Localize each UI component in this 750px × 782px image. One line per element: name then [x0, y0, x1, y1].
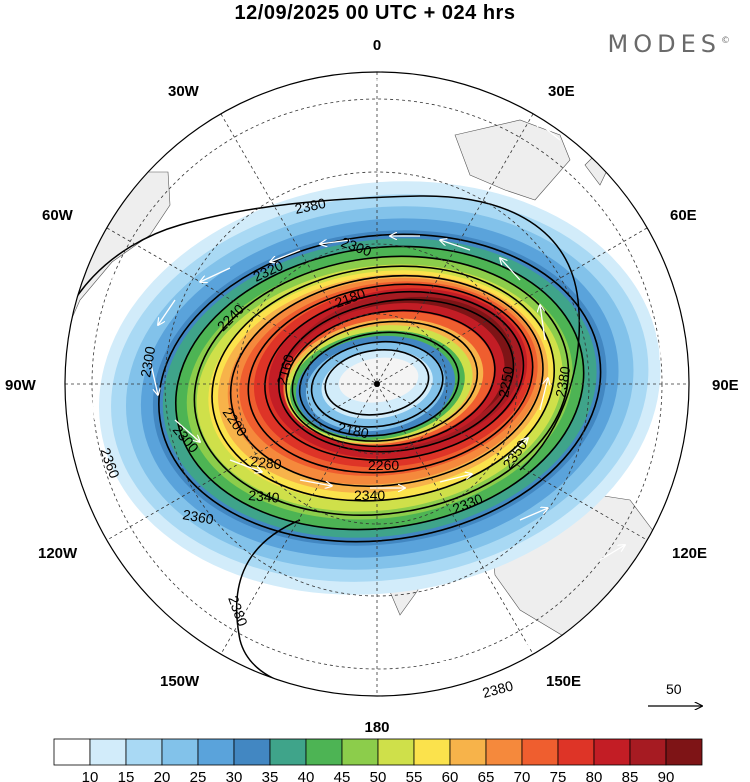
colorbar-label: 65 [478, 769, 495, 782]
colorbar-swatch [161, 738, 199, 766]
contour-label: 2380 [481, 677, 515, 701]
colorbar-swatch [233, 738, 271, 766]
colorbar-swatch [413, 738, 451, 766]
colorbar-swatch [89, 738, 127, 766]
contour-label: 2250 [495, 365, 516, 399]
colorbar-label: 70 [514, 769, 531, 782]
brand-mark: © [721, 36, 730, 46]
colorbar-swatch [629, 738, 667, 766]
shade-in-10 [338, 357, 419, 403]
land-africa [454, 119, 571, 201]
colorbar-swatch [377, 738, 415, 766]
contour-2380-west [65, 195, 581, 471]
map-disc [65, 72, 689, 696]
colorbar-swatch [125, 738, 163, 766]
lon-label-90w: 90W [5, 377, 37, 394]
contour-label: 2380 [552, 365, 573, 399]
lon-label-120w: 120W [38, 545, 78, 562]
reference-vector-label: 50 [666, 681, 682, 697]
colorbar-swatch [269, 738, 307, 766]
map-border [64, 71, 690, 697]
contour-label: 2260 [368, 457, 399, 473]
lon-label-180: 180 [364, 719, 389, 736]
lon-label-30e: 30E [548, 83, 575, 100]
colorbar-label: 50 [370, 769, 387, 782]
colorbar-swatch [305, 738, 343, 766]
page-title: 12/09/2025 00 UTC + 024 hrs [234, 2, 516, 24]
pole-marker [374, 381, 380, 387]
colorbar-label: 80 [586, 769, 603, 782]
colorbar-swatch [53, 738, 91, 766]
contour-label: 2280 [250, 453, 283, 472]
contour-label: 2340 [354, 487, 385, 503]
lon-label-60w: 60W [42, 207, 74, 224]
lon-label-120e: 120E [672, 545, 707, 562]
lon-label-150w: 150W [160, 673, 200, 690]
lon-label-90e: 90E [712, 377, 739, 394]
colorbar-label: 25 [190, 769, 207, 782]
colorbar-swatch [521, 738, 559, 766]
colorbar-swatch [557, 738, 595, 766]
colorbar-label: 55 [406, 769, 423, 782]
height-contours [158, 233, 602, 543]
contour-label: 2360 [181, 506, 215, 527]
brand-logo: MODES© [608, 30, 730, 58]
colorbar-label: 35 [262, 769, 279, 782]
colorbar-label: 60 [442, 769, 459, 782]
contour-label: 2160 [273, 352, 297, 386]
colorbar-swatch [665, 738, 703, 766]
colorbar-label: 15 [118, 769, 135, 782]
colorbar-swatch [197, 738, 235, 766]
lon-label-0: 0 [373, 37, 381, 54]
contour-label: 2180 [336, 419, 370, 441]
lon-label-30w: 30W [168, 83, 200, 100]
colorbar: 10 15 20 25 30 35 40 45 50 55 60 65 70 75 80 85 90 [53, 738, 703, 782]
lon-label-150e: 150E [546, 673, 581, 690]
brand-name: MODES [607, 30, 721, 58]
colorbar-swatch [485, 738, 523, 766]
lon-label-60e: 60E [670, 207, 697, 224]
colorbar-swatch [593, 738, 631, 766]
wind-speed-shading [99, 181, 661, 595]
contour-label: 2300 [137, 345, 158, 379]
contour-label: 2380 [293, 195, 327, 217]
colorbar-label: 45 [334, 769, 351, 782]
colorbar-label: 75 [550, 769, 567, 782]
colorbar-label: 20 [154, 769, 171, 782]
colorbar-label: 85 [622, 769, 639, 782]
colorbar-swatch [449, 738, 487, 766]
colorbar-label: 90 [658, 769, 675, 782]
wind-vectors [90, 80, 660, 662]
reference-vector: 50 [648, 681, 702, 706]
colorbar-label: 40 [298, 769, 315, 782]
contour-label: 2340 [248, 487, 281, 506]
longitude-labels: 0 30E 60E 90E 120E 150E 180 150W 120W 90… [5, 37, 739, 736]
colorbar-swatch [341, 738, 379, 766]
colorbar-label: 30 [226, 769, 243, 782]
colorbar-label: 10 [82, 769, 99, 782]
